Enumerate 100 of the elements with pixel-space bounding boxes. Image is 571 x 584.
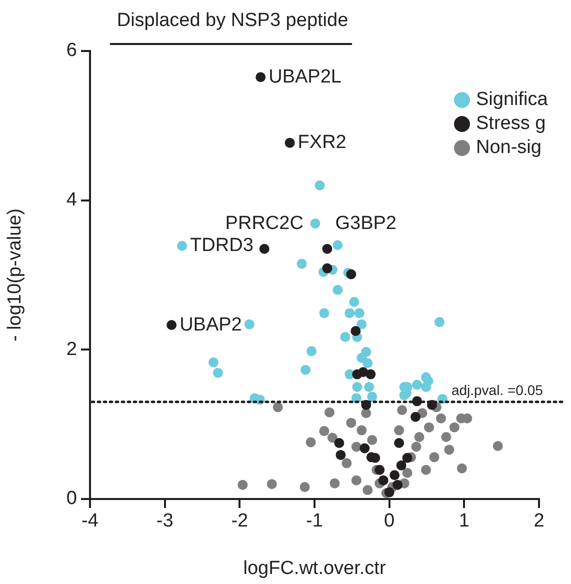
point — [342, 458, 352, 468]
point — [334, 438, 344, 448]
point — [423, 376, 434, 386]
point — [360, 443, 370, 454]
annotation: UBAP2 — [180, 314, 242, 336]
legend-label: Non-sig — [476, 136, 542, 160]
point — [434, 317, 444, 328]
point — [344, 308, 355, 318]
annotation: FXR2 — [298, 132, 346, 154]
point — [212, 368, 223, 378]
point — [362, 358, 373, 368]
point — [384, 487, 394, 498]
point — [367, 435, 378, 446]
point — [392, 480, 403, 490]
x-tick-label: -3 — [156, 510, 174, 532]
y-axis-title: - log10(p-value) — [4, 208, 26, 342]
point — [306, 437, 316, 448]
point — [284, 138, 295, 148]
x-tick-label: 2 — [534, 510, 544, 532]
chart-title: Displaced by NSP3 peptide — [116, 10, 350, 32]
point — [300, 364, 311, 375]
x-tick-label: 0 — [384, 510, 395, 532]
point — [327, 432, 338, 443]
point — [177, 240, 188, 251]
point — [166, 320, 177, 330]
point — [396, 460, 406, 470]
point — [244, 319, 254, 330]
y-tick-label: 6 — [66, 40, 77, 62]
point — [324, 407, 334, 418]
legend-label: Significa — [476, 88, 548, 112]
y-tick-label: 4 — [66, 190, 78, 211]
point — [351, 442, 362, 452]
point — [354, 308, 364, 318]
x-tick-label: 1 — [458, 510, 470, 532]
point — [256, 72, 266, 82]
point — [336, 450, 346, 460]
x-tick-label: -1 — [306, 510, 323, 532]
point — [314, 180, 325, 190]
point — [441, 432, 452, 442]
point — [332, 240, 343, 250]
point — [238, 480, 248, 490]
point — [364, 382, 374, 392]
point — [492, 440, 503, 451]
point — [378, 475, 388, 486]
x-tick-label: -4 — [82, 510, 99, 532]
annotation: UBAP2L — [268, 66, 342, 88]
y-tick-label: 0 — [66, 488, 77, 510]
point — [402, 468, 412, 478]
point — [349, 296, 360, 307]
point — [296, 258, 307, 269]
point — [444, 444, 454, 455]
point — [366, 369, 376, 380]
point — [411, 442, 422, 452]
point — [356, 319, 367, 330]
point — [362, 485, 373, 496]
point — [410, 412, 421, 422]
point — [436, 413, 446, 424]
point — [402, 452, 412, 463]
point — [394, 425, 404, 436]
point — [340, 332, 350, 342]
annotation: PRRC2C — [225, 213, 304, 234]
point — [394, 438, 404, 448]
point — [429, 452, 440, 462]
point — [390, 470, 400, 480]
point — [397, 405, 408, 416]
point — [208, 357, 218, 368]
point — [322, 263, 332, 274]
point — [361, 408, 372, 418]
point — [421, 464, 431, 475]
point — [259, 244, 270, 254]
point — [319, 426, 330, 436]
point — [332, 284, 343, 295]
point — [330, 478, 340, 488]
point — [374, 464, 385, 475]
annotation: adj.pval. =0.05 — [451, 382, 544, 398]
point — [300, 482, 310, 492]
point — [456, 463, 467, 474]
point — [346, 418, 356, 428]
point — [310, 218, 320, 228]
point — [424, 422, 434, 432]
point — [272, 402, 283, 412]
point — [319, 308, 330, 318]
point — [414, 432, 424, 442]
legend-label: Stress g — [476, 112, 546, 136]
point — [266, 479, 277, 490]
point — [350, 326, 361, 336]
point — [352, 382, 362, 392]
point — [449, 422, 460, 432]
point — [356, 425, 367, 436]
y-tick-label: 2 — [66, 338, 77, 360]
point — [306, 346, 317, 356]
annotation: TDRD3 — [190, 235, 254, 256]
point — [351, 475, 362, 486]
x-tick-label: -2 — [231, 510, 248, 532]
annotation: G3BP2 — [335, 213, 396, 234]
x-axis-title: logFC.wt.over.ctr — [243, 558, 386, 579]
point — [346, 269, 356, 280]
point — [412, 380, 422, 390]
point — [322, 244, 332, 254]
point — [367, 392, 378, 402]
